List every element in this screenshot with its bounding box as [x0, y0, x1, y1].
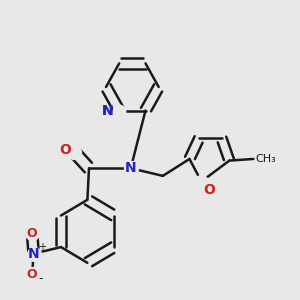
Text: O: O: [27, 226, 38, 240]
Text: CH₃: CH₃: [255, 154, 276, 164]
Text: N: N: [28, 247, 40, 261]
Text: -: -: [39, 272, 43, 285]
Text: N: N: [125, 161, 136, 175]
Text: N: N: [102, 103, 113, 118]
Text: O: O: [59, 143, 71, 157]
Text: O: O: [27, 268, 38, 281]
Text: +: +: [38, 242, 46, 252]
Text: O: O: [203, 183, 215, 197]
Text: N: N: [102, 103, 113, 118]
